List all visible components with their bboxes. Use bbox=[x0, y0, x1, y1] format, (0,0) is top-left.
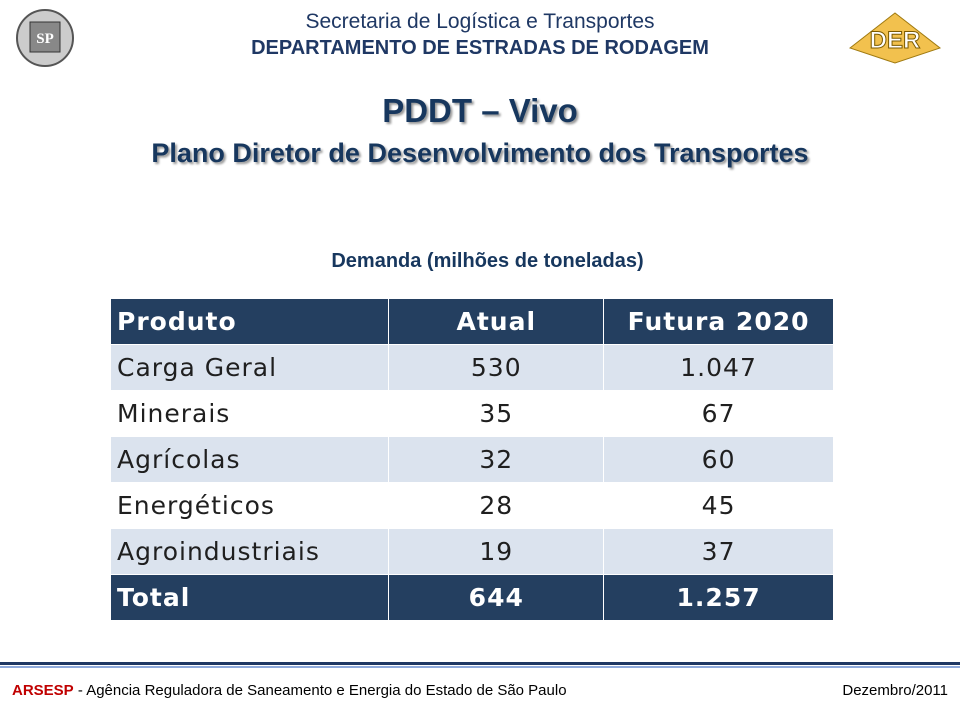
logo-der: DER bbox=[848, 12, 942, 64]
footer-org: ARSESP bbox=[12, 682, 74, 699]
footer-rule bbox=[0, 662, 960, 665]
table-cell: 19 bbox=[388, 528, 605, 575]
table-row: Minerais 35 67 bbox=[109, 390, 834, 437]
header-line: Secretaria de Logística e Transportes bbox=[305, 10, 655, 33]
table-cell: Produto bbox=[109, 298, 390, 345]
table: Produto Atual Futura 2020 Carga Geral 530 1.0… bbox=[109, 298, 834, 621]
footer-date: Dezembro/2011 bbox=[842, 682, 948, 699]
logo-sp-text: SP bbox=[36, 31, 54, 47]
table-cell: 37 bbox=[603, 528, 834, 575]
table-cell: Agrícolas bbox=[109, 436, 390, 483]
table-cell: 32 bbox=[388, 436, 605, 483]
table-cell: Minerais bbox=[109, 390, 390, 437]
table-cell: 45 bbox=[603, 482, 834, 529]
table-cell: 35 bbox=[388, 390, 605, 437]
table-cell: 67 bbox=[603, 390, 834, 437]
title: PDDT – Vivo bbox=[382, 92, 578, 129]
footer-rule bbox=[0, 666, 960, 668]
table-caption: Demanda (milhões de toneladas) bbox=[331, 250, 644, 272]
table-row: Agrícolas 32 60 bbox=[109, 436, 834, 483]
table-cell: 60 bbox=[603, 436, 834, 483]
table-row: Total 644 1.257 bbox=[109, 574, 834, 621]
table-row: Agroindustriais 19 37 bbox=[109, 528, 834, 575]
table-row: Produto Atual Futura 2020 bbox=[109, 298, 834, 345]
logo-der-text: DER bbox=[870, 27, 921, 54]
table-cell: Futura 2020 bbox=[603, 298, 834, 345]
header-line: DEPARTAMENTO DE ESTRADAS DE RODAGEM bbox=[251, 37, 709, 59]
footer: ARSESP - Agência Reguladora de Saneament… bbox=[12, 682, 567, 699]
table-row: Energéticos 28 45 bbox=[109, 482, 834, 529]
table-cell: Agroindustriais bbox=[109, 528, 390, 575]
table-cell: 530 bbox=[388, 344, 605, 391]
table-cell: 1.257 bbox=[603, 574, 834, 621]
table-cell: Carga Geral bbox=[109, 344, 390, 391]
footer-org-name: - Agência Reguladora de Saneamento e Ene… bbox=[77, 682, 567, 699]
table-cell: 1.047 bbox=[603, 344, 834, 391]
subtitle: Plano Diretor de Desenvolvimento dos Tra… bbox=[151, 138, 809, 168]
table-cell: 28 bbox=[388, 482, 605, 529]
table-cell: 644 bbox=[388, 574, 605, 621]
table-row: Carga Geral 530 1.047 bbox=[109, 344, 834, 391]
table-cell: Energéticos bbox=[109, 482, 390, 529]
logo-sp: SP bbox=[16, 9, 74, 67]
table-cell: Atual bbox=[388, 298, 605, 345]
table-cell: Total bbox=[109, 574, 390, 621]
